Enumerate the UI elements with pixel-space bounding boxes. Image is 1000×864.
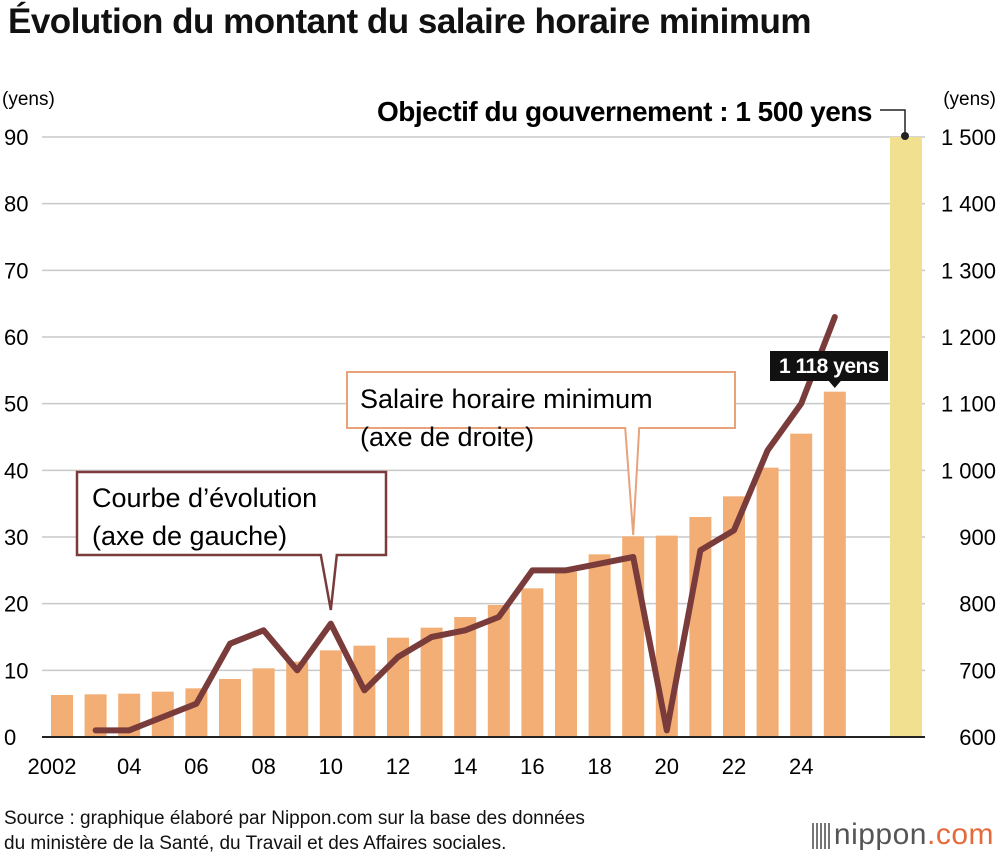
left-tick-label: 40 [4, 458, 28, 483]
logo-suffix: .com [926, 818, 994, 851]
bar-callout-box [346, 371, 736, 536]
right-tick-label: 1 100 [941, 392, 996, 417]
right-tick-label: 900 [959, 525, 996, 550]
right-tick-label: 1 400 [941, 192, 996, 217]
left-tick-label: 30 [4, 525, 28, 550]
bar [454, 617, 477, 737]
target-label-prefix: Objectif du gouvernement : [377, 96, 735, 127]
nippon-logo: nippon.com [811, 818, 994, 852]
x-tick-label: 14 [453, 754, 477, 779]
bar-callout-line-1: Salaire horaire minimum [360, 384, 653, 414]
source-line-1: Source : graphique élaboré par Nippon.co… [4, 808, 585, 829]
bar-callout-line-2: (axe de droite) [360, 422, 534, 452]
bar [319, 650, 342, 737]
chart: (yens) 0 10 20 30 40 50 60 70 80 90 (yens) 600 700 800… [2, 89, 996, 779]
target-bar [890, 137, 922, 737]
bar [487, 605, 510, 737]
bar [51, 695, 73, 737]
left-tick-label: 80 [4, 192, 28, 217]
x-tick-label: 04 [117, 754, 141, 779]
x-tick-label: 20 [655, 754, 679, 779]
left-tick-label: 50 [4, 392, 28, 417]
bar [521, 588, 544, 737]
last-value-pointer [828, 381, 841, 388]
bar [185, 688, 208, 737]
bar [219, 679, 241, 737]
source-note: Source : graphique élaboré par Nippon.co… [4, 806, 585, 856]
left-axis-unit: (yens) [2, 89, 55, 110]
target-dot [901, 132, 909, 140]
left-tick-label: 70 [4, 258, 28, 283]
right-tick-label: 1 300 [941, 258, 996, 283]
x-tick-label: 08 [251, 754, 275, 779]
left-tick-label: 10 [4, 658, 28, 683]
logo-name: nippon [833, 818, 927, 851]
right-tick-label: 1 500 [941, 125, 996, 150]
bar [84, 694, 107, 737]
left-tick-label: 90 [4, 125, 28, 150]
left-tick-label: 20 [4, 592, 28, 617]
x-tick-label: 16 [520, 754, 544, 779]
right-tick-label: 600 [959, 725, 996, 750]
right-tick-label: 700 [959, 658, 996, 683]
right-axis-unit: (yens) [943, 89, 996, 110]
line-series [92, 314, 838, 734]
last-value-label: 1 118 yens [779, 355, 879, 378]
left-tick-label: 60 [4, 325, 28, 350]
target-label-value: 1 500 yens [735, 96, 872, 127]
bar [823, 391, 846, 737]
chart-title: Évolution du montant du salaire horaire … [8, 2, 811, 41]
target-label: Objectif du gouvernement : 1 500 yens [377, 96, 872, 127]
bar [756, 467, 779, 737]
x-tick-label: 12 [386, 754, 410, 779]
target-leader-line [880, 109, 906, 134]
line-callout-line-2: (axe de gauche) [92, 521, 287, 551]
line-callout-line-1: Courbe d’évolution [92, 483, 317, 513]
bar [555, 571, 577, 737]
x-tick-label: 06 [184, 754, 208, 779]
x-tick-label: 22 [722, 754, 746, 779]
right-tick-label: 1 200 [941, 325, 996, 350]
logo-mark-icon [811, 823, 830, 850]
last-value-box [770, 351, 888, 381]
line-callout-box [75, 470, 388, 611]
right-tick-label: 800 [959, 592, 996, 617]
source-line-2: du ministère de la Santé, du Travail et … [4, 833, 507, 854]
bar [588, 554, 611, 737]
bar [286, 661, 309, 737]
bar [252, 668, 275, 737]
bar [655, 535, 678, 737]
bar [790, 433, 813, 737]
bar [723, 496, 745, 737]
x-tick-label: 2002 [28, 754, 77, 779]
right-tick-label: 1 000 [941, 458, 996, 483]
x-tick-label: 18 [587, 754, 611, 779]
left-tick-label: 0 [4, 725, 16, 750]
x-tick-label: 24 [789, 754, 813, 779]
bar [420, 627, 443, 737]
x-tick-label: 10 [319, 754, 343, 779]
